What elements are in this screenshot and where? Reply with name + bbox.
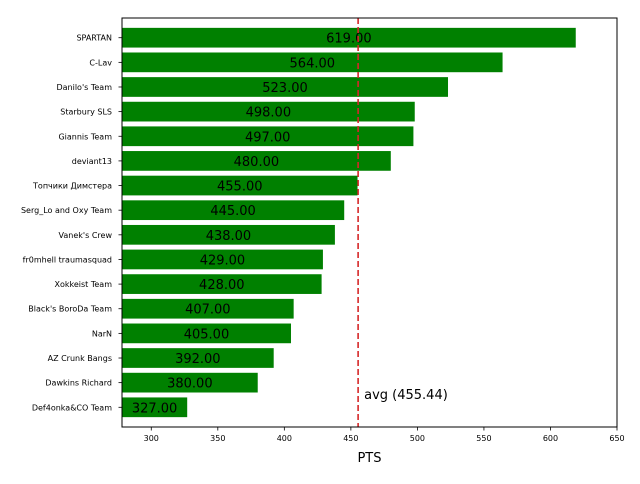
bar-value-label: 380.00 bbox=[167, 377, 213, 392]
bar-value-label: 455.00 bbox=[217, 180, 263, 195]
bar bbox=[122, 52, 503, 73]
bar bbox=[122, 77, 449, 97]
bar bbox=[122, 323, 291, 344]
y-tick-label: Dawkins Richard bbox=[45, 379, 112, 388]
bar-value-label: 438.00 bbox=[206, 229, 252, 244]
x-tick-label: 450 bbox=[343, 434, 358, 443]
bar-value-label: 428.00 bbox=[199, 278, 245, 293]
y-tick-label: Vanek's Crew bbox=[59, 231, 113, 240]
bar bbox=[122, 175, 358, 196]
bar-value-label: 407.00 bbox=[185, 303, 231, 318]
y-tick-label: deviant13 bbox=[72, 157, 112, 166]
y-tick-label: Starbury SLS bbox=[60, 108, 112, 117]
average-label: avg (455.44) bbox=[364, 388, 448, 403]
y-tick-label: Топчики Димстера bbox=[32, 182, 112, 191]
y-tick-label: Serg_Lo and Oxy Team bbox=[21, 206, 112, 215]
x-tick-label: 600 bbox=[543, 434, 558, 443]
bar bbox=[122, 348, 274, 368]
bar bbox=[122, 126, 414, 147]
bar bbox=[122, 224, 335, 245]
bar-value-label: 564.00 bbox=[290, 56, 336, 71]
bar bbox=[122, 298, 294, 319]
bar-value-label: 498.00 bbox=[246, 106, 292, 121]
bars-group bbox=[122, 27, 576, 418]
y-tick-label: fr0mhell traumasquad bbox=[23, 255, 112, 264]
x-tick-label: 500 bbox=[410, 434, 425, 443]
bar-value-label: 480.00 bbox=[234, 155, 280, 170]
y-tick-label: SPARTAN bbox=[76, 34, 112, 43]
x-axis-ticks: 300 350 400 450 500 550 600 650 bbox=[144, 427, 625, 443]
x-tick-label: 550 bbox=[476, 434, 491, 443]
bar bbox=[122, 249, 323, 270]
bar bbox=[122, 27, 576, 48]
bar bbox=[122, 151, 391, 171]
bar bbox=[122, 274, 322, 294]
plot-frame bbox=[121, 17, 618, 428]
x-tick-label: 400 bbox=[277, 434, 292, 443]
y-tick-label: NarN bbox=[92, 329, 112, 338]
bar-value-label: 523.00 bbox=[262, 81, 308, 96]
bar-value-label: 497.00 bbox=[245, 130, 291, 145]
bar bbox=[122, 372, 258, 393]
y-tick-label: C-Lav bbox=[89, 58, 112, 67]
bar bbox=[122, 101, 415, 122]
y-axis-ticks: SPARTAN C-Lav Danilo's Team Starbury SLS Gia… bbox=[21, 34, 122, 412]
bar-value-label: 327.00 bbox=[132, 401, 178, 416]
y-tick-label: AZ Crunk Bangs bbox=[48, 354, 112, 363]
bar-value-label: 392.00 bbox=[175, 352, 221, 367]
value-labels-group: 619.00 564.00 523.00 498.00 497.00 480.00 455.… bbox=[132, 32, 372, 417]
bar-value-label: 405.00 bbox=[184, 327, 230, 342]
y-tick-label: Black's BoroDa Team bbox=[28, 305, 112, 314]
bar bbox=[122, 200, 345, 221]
bar-value-label: 429.00 bbox=[200, 253, 246, 268]
y-tick-label: Xokkeist Team bbox=[55, 280, 113, 289]
bar bbox=[122, 397, 188, 418]
y-tick-label: Giannis Team bbox=[58, 132, 112, 141]
bar-value-label: 619.00 bbox=[326, 32, 372, 47]
x-tick-label: 350 bbox=[210, 434, 225, 443]
x-tick-label: 650 bbox=[609, 434, 624, 443]
y-tick-label: Def4onka&CO Team bbox=[32, 403, 112, 412]
y-tick-label: Danilo's Team bbox=[56, 83, 112, 92]
x-tick-label: 300 bbox=[144, 434, 159, 443]
bar-value-label: 445.00 bbox=[210, 204, 256, 219]
x-axis-label: PTS bbox=[357, 451, 381, 466]
